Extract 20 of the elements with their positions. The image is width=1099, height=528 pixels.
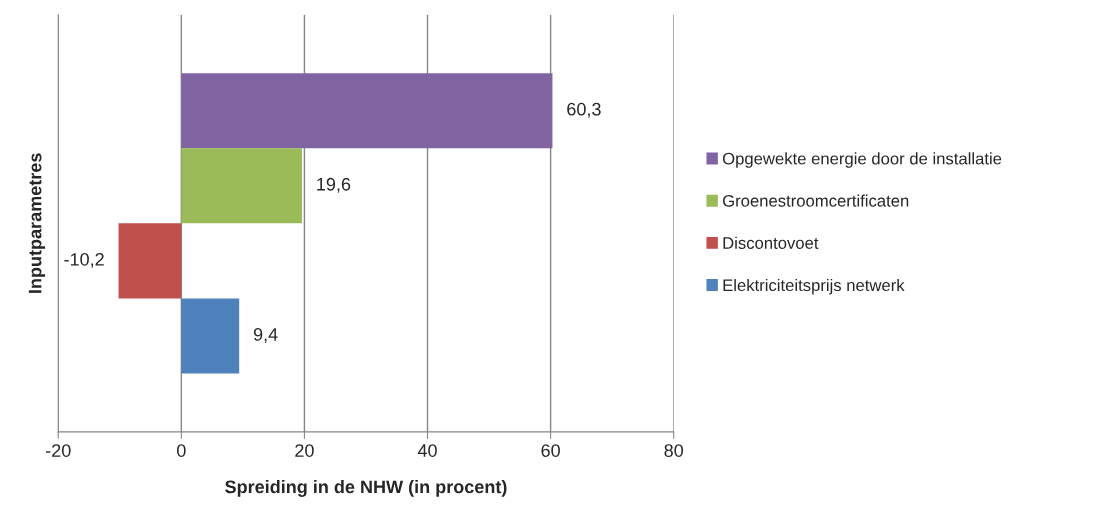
- bar: [181, 73, 553, 149]
- x-tick-label: 40: [417, 444, 437, 457]
- bar: [118, 223, 182, 299]
- data-label: 19,6: [317, 177, 351, 193]
- x-tick-label: 80: [664, 444, 684, 457]
- legend-label: Discontovoet: [723, 236, 819, 249]
- data-label: 9,4: [253, 328, 278, 343]
- bar: [181, 298, 240, 374]
- bar: [181, 148, 302, 224]
- data-label: 60,3: [567, 102, 601, 118]
- legend-label: Elektriciteitsprijs netwerk: [723, 278, 905, 295]
- x-tick-label: 0: [177, 444, 186, 457]
- data-label: -10,2: [64, 252, 104, 268]
- x-axis-title: Spreiding in de NHW (in procent): [225, 479, 507, 497]
- legend-label: Groenestroomcertificaten: [722, 194, 909, 207]
- x-tick-label: 20: [295, 444, 314, 457]
- x-tick-label: -20: [46, 444, 71, 457]
- legend-label: Opgewekte energie door de installatie: [722, 152, 1002, 168]
- x-tick-label: 60: [541, 444, 560, 457]
- y-axis-title: Inputparametres: [28, 153, 46, 293]
